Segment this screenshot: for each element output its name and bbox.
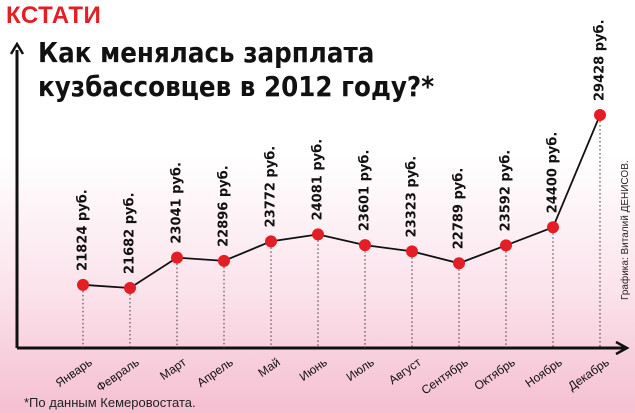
data-points	[77, 109, 606, 294]
x-axis-arrow	[615, 340, 630, 356]
title-line-1: Как менялась зарплата	[38, 36, 375, 69]
value-label: 29428 руб.	[593, 19, 608, 101]
title-line-2: кузбассовцев в 2012 году?*	[38, 70, 435, 103]
y-axis-arrow	[9, 41, 25, 55]
value-label: 21824 руб.	[76, 189, 91, 271]
month-label: Ноябрь	[523, 355, 565, 390]
data-point	[500, 239, 512, 252]
chart-title: Как менялась зарплата кузбассовцев в 201…	[38, 36, 434, 104]
value-label: 23592 руб.	[499, 150, 514, 232]
value-label: 23601 руб.	[358, 150, 373, 232]
data-point	[218, 254, 230, 267]
chart-axes	[9, 41, 630, 356]
data-point	[77, 278, 89, 291]
month-labels: Январь Февраль Март Апрель Май Июнь Июль Август…	[53, 355, 612, 398]
data-point	[406, 245, 418, 258]
series-path	[82, 114, 601, 289]
month-label: Май	[255, 355, 282, 380]
data-point	[359, 239, 371, 252]
drop-lines	[82, 121, 601, 348]
value-label: 22896 руб.	[217, 165, 232, 247]
series-line	[82, 114, 601, 289]
value-label: 23323 руб.	[405, 156, 420, 238]
value-label: 22789 руб.	[452, 168, 467, 250]
data-point	[171, 251, 183, 264]
value-label: 21682 руб.	[123, 192, 138, 274]
month-label: Август	[386, 355, 424, 387]
value-label: 23772 руб.	[264, 146, 279, 228]
data-point	[265, 235, 277, 248]
month-label: Июль	[344, 355, 377, 384]
month-label: Март	[157, 355, 189, 383]
data-point	[594, 109, 606, 121]
kicker-label: КСТАТИ	[6, 2, 102, 29]
value-labels: 21824 руб. 21682 руб. 23041 руб. 22896 руб.…	[76, 19, 608, 274]
month-label: Октябрь	[472, 355, 518, 393]
month-label: Июнь	[297, 355, 330, 384]
month-label: Сентябрь	[419, 355, 471, 397]
data-point	[547, 221, 559, 234]
month-label: Февраль	[94, 355, 142, 394]
month-label: Апрель	[194, 355, 235, 390]
data-point	[312, 228, 324, 241]
value-label: 24081 руб.	[311, 139, 326, 221]
data-point	[124, 282, 136, 294]
value-label: 23041 руб.	[170, 162, 185, 244]
graphics-credit: Графика: Виталий ДЕНИСОВ.	[620, 160, 631, 300]
month-label: Январь	[53, 355, 95, 390]
data-point	[453, 257, 465, 270]
month-label: Декабрь	[565, 355, 611, 393]
source-footnote: *По данным Кемеровостата.	[24, 395, 196, 410]
value-label: 24400 руб.	[546, 132, 561, 214]
